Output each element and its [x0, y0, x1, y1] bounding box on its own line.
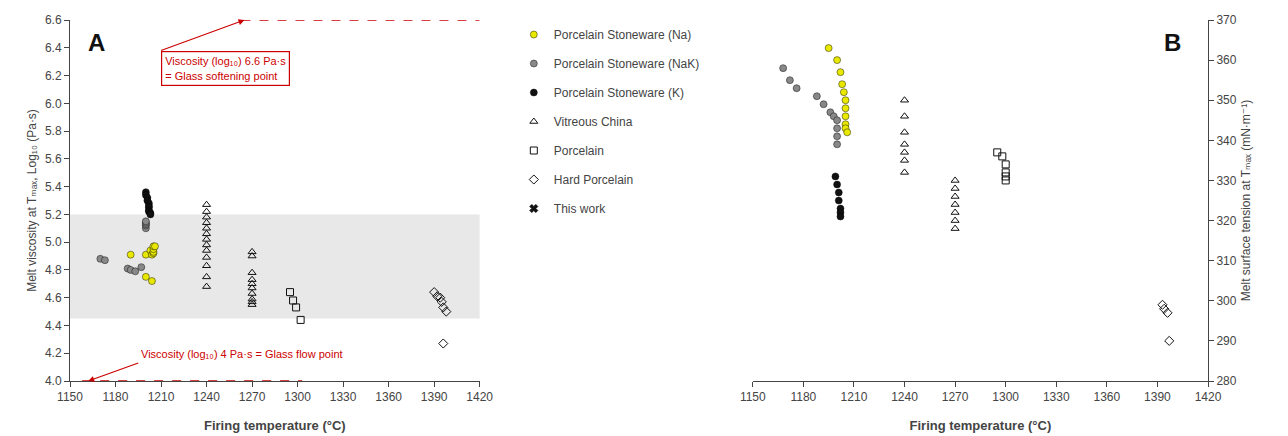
svg-text:Hard Porcelain: Hard Porcelain — [554, 173, 633, 187]
svg-text:5.2: 5.2 — [45, 208, 62, 222]
svg-text:1330: 1330 — [330, 390, 357, 404]
svg-text:1420: 1420 — [466, 390, 493, 404]
svg-text:1180: 1180 — [103, 390, 129, 404]
svg-text:4.2: 4.2 — [45, 346, 62, 360]
svg-text:1270: 1270 — [942, 390, 969, 404]
svg-text:Melt viscosity at Tₘₐₓ, Log₁₀: Melt viscosity at Tₘₐₓ, Log₁₀ (Pa·s) — [25, 109, 39, 292]
svg-text:5.4: 5.4 — [45, 180, 62, 194]
svg-text:300: 300 — [1216, 294, 1236, 308]
svg-text:1240: 1240 — [891, 390, 918, 404]
svg-text:1150: 1150 — [740, 390, 766, 404]
svg-text:1150: 1150 — [57, 390, 83, 404]
svg-text:280: 280 — [1216, 374, 1236, 388]
svg-text:6.0: 6.0 — [45, 97, 62, 111]
svg-text:B: B — [1164, 29, 1181, 56]
svg-text:1360: 1360 — [375, 390, 402, 404]
svg-text:5.6: 5.6 — [45, 152, 62, 166]
svg-text:1300: 1300 — [992, 390, 1019, 404]
svg-text:1360: 1360 — [1093, 390, 1120, 404]
svg-text:6.4: 6.4 — [45, 41, 62, 55]
svg-text:340: 340 — [1216, 134, 1236, 148]
svg-text:A: A — [88, 29, 105, 56]
svg-text:5.8: 5.8 — [45, 124, 62, 138]
svg-text:Porcelain Stoneware (Na): Porcelain Stoneware (Na) — [554, 28, 691, 42]
svg-text:This work: This work — [554, 202, 606, 216]
svg-text:6.2: 6.2 — [45, 69, 62, 83]
svg-text:360: 360 — [1216, 53, 1236, 67]
svg-text:Vitreous China: Vitreous China — [554, 115, 633, 129]
svg-text:320: 320 — [1216, 214, 1236, 228]
svg-text:310: 310 — [1216, 254, 1236, 268]
svg-text:330: 330 — [1216, 174, 1236, 188]
svg-text:Porcelain: Porcelain — [554, 144, 604, 158]
svg-text:4.6: 4.6 — [45, 291, 62, 305]
svg-text:1390: 1390 — [421, 390, 448, 404]
svg-text:4.8: 4.8 — [45, 263, 62, 277]
svg-text:4.4: 4.4 — [45, 319, 62, 333]
svg-text:Viscosity (log₁₀) 6.6 Pa·s= Gl: Viscosity (log₁₀) 6.6 Pa·s= Glass soften… — [165, 55, 286, 81]
svg-text:1180: 1180 — [790, 390, 816, 404]
svg-text:350: 350 — [1216, 93, 1236, 107]
svg-text:1420: 1420 — [1195, 390, 1222, 404]
svg-text:Porcelain Stoneware (K): Porcelain Stoneware (K) — [554, 86, 684, 100]
svg-text:6.6: 6.6 — [45, 13, 62, 27]
svg-text:Melt surface tension at Tₘₐₓ (: Melt surface tension at Tₘₐₓ (mN·m⁻¹) — [1239, 100, 1253, 301]
svg-text:1240: 1240 — [193, 390, 220, 404]
svg-text:1330: 1330 — [1043, 390, 1070, 404]
svg-text:1210: 1210 — [841, 390, 868, 404]
svg-text:1270: 1270 — [239, 390, 266, 404]
svg-text:5.0: 5.0 — [45, 235, 62, 249]
svg-text:4.0: 4.0 — [45, 374, 62, 388]
svg-text:1390: 1390 — [1144, 390, 1171, 404]
svg-text:Firing temperature (°C): Firing temperature (°C) — [204, 418, 346, 433]
svg-text:1210: 1210 — [148, 390, 175, 404]
svg-text:370: 370 — [1216, 13, 1236, 27]
svg-text:Firing temperature (°C): Firing temperature (°C) — [910, 418, 1052, 433]
svg-text:290: 290 — [1216, 334, 1236, 348]
svg-text:1300: 1300 — [284, 390, 311, 404]
svg-text:Porcelain Stoneware (NaK): Porcelain Stoneware (NaK) — [554, 57, 699, 71]
svg-text:Viscosity (log₁₀) 4 Pa·s = Gla: Viscosity (log₁₀) 4 Pa·s = Glass flow po… — [141, 348, 343, 360]
